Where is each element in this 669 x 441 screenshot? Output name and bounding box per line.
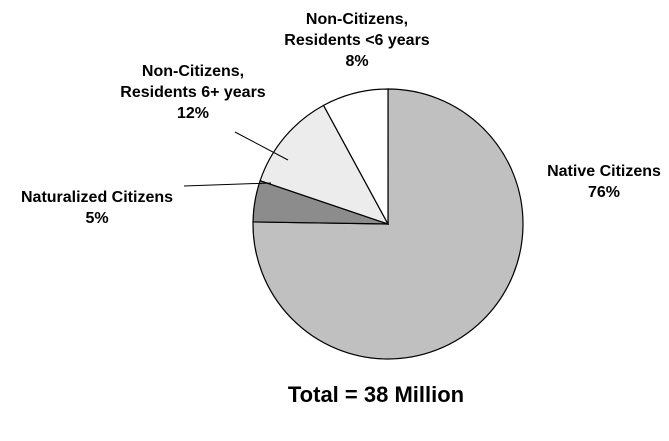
slice-value-label-0: 76% — [588, 184, 620, 201]
slice-label-0-line-0: Native Citizens — [547, 163, 661, 180]
slice-value-label-2: 12% — [177, 105, 209, 122]
slice-label-2-line-0: Non-Citizens, — [142, 63, 244, 80]
total-label: Total = 38 Million — [288, 382, 464, 407]
slice-value-label-3: 8% — [345, 53, 368, 70]
leader-lines — [183, 131, 289, 187]
slice-label-1-line-0: Naturalized Citizens — [21, 189, 173, 206]
leader-line-2 — [234, 131, 289, 161]
slice-labels: Native Citizens 76% Naturalized Citizens 5%… — [21, 11, 661, 227]
slice-label-3-line-1: Residents <6 years — [284, 32, 430, 49]
leader-line-1 — [183, 182, 272, 187]
pie-slices — [252, 88, 524, 360]
slice-label-2-line-1: Residents 6+ years — [120, 84, 266, 101]
pie-slice-2 — [259, 104, 390, 226]
slice-label-3-line-0: Non-Citizens, — [306, 11, 408, 28]
slice-value-label-1: 5% — [85, 210, 108, 227]
pie-slice-3 — [322, 88, 389, 225]
